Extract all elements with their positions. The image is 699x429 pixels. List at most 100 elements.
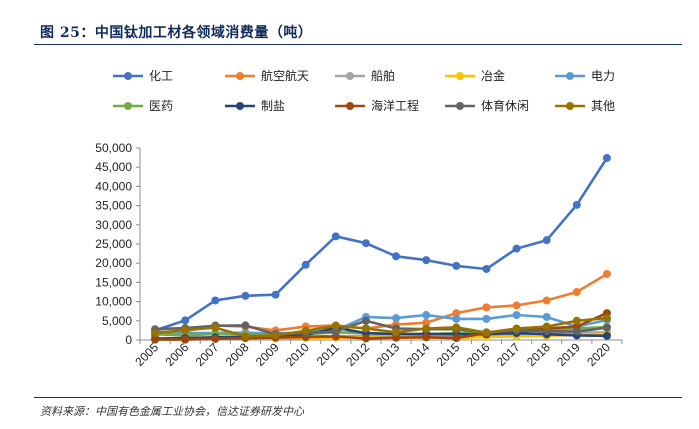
data-point — [361, 316, 370, 325]
legend-swatch-marker — [124, 72, 132, 80]
legend-label: 制盐 — [261, 99, 285, 113]
legend-item: 体育休闲 — [445, 98, 529, 113]
y-tick-label: 20,000 — [95, 256, 132, 270]
data-point — [361, 324, 370, 333]
y-tick-label: 10,000 — [95, 295, 132, 309]
legend-label: 航空航天 — [261, 68, 309, 83]
data-point — [542, 322, 551, 331]
x-tick-label: 2015 — [434, 340, 463, 369]
legend-swatch-marker — [236, 72, 244, 80]
legend-label: 冶金 — [481, 68, 505, 83]
x-tick-label: 2020 — [584, 340, 613, 369]
y-tick-label: 0 — [125, 333, 132, 347]
legend-swatch-marker — [456, 72, 464, 80]
legend-label: 其他 — [591, 99, 615, 113]
data-point — [572, 200, 581, 209]
data-point — [572, 316, 581, 325]
legend-item: 其他 — [555, 99, 615, 113]
title-divider — [34, 44, 682, 45]
data-point — [361, 239, 370, 248]
x-tick-label: 2008 — [223, 340, 252, 369]
data-point — [151, 329, 160, 338]
data-point — [241, 332, 250, 341]
legend-item: 电力 — [555, 69, 615, 83]
legend-swatch-marker — [566, 72, 574, 80]
data-point — [602, 269, 611, 278]
data-point — [211, 323, 220, 332]
series-化工 — [151, 153, 611, 335]
y-tick-label: 40,000 — [95, 179, 132, 193]
x-tick-label: 2017 — [494, 340, 523, 369]
legend-label: 医药 — [149, 99, 173, 113]
series-其他 — [151, 314, 611, 341]
legend-item: 化工 — [113, 69, 173, 83]
data-point — [542, 236, 551, 245]
data-point — [542, 312, 551, 321]
data-point — [271, 290, 280, 299]
y-tick-label: 45,000 — [95, 160, 132, 174]
data-point — [331, 327, 340, 336]
legend-label: 电力 — [591, 69, 615, 83]
legend-swatch-marker — [346, 102, 354, 110]
data-point — [512, 244, 521, 253]
figure-title: 图 25：中国钛加工材各领域消费量（吨） — [40, 25, 313, 41]
data-point — [572, 327, 581, 336]
data-point — [181, 326, 190, 335]
series-line — [154, 316, 608, 338]
series-line — [155, 326, 607, 340]
series-line — [155, 311, 608, 341]
data-point — [482, 328, 491, 337]
data-point — [241, 321, 250, 330]
data-point — [422, 311, 431, 320]
data-point — [241, 291, 250, 300]
x-tick-label: 2006 — [163, 340, 192, 369]
y-tick-label: 50,000 — [95, 141, 132, 155]
data-point — [392, 314, 401, 323]
data-point — [181, 316, 190, 325]
legend-item: 医药 — [113, 99, 173, 113]
y-tick-label: 15,000 — [95, 275, 132, 289]
data-point — [211, 334, 220, 343]
legend-label: 船舶 — [371, 68, 395, 83]
legend-swatch-marker — [456, 102, 464, 110]
data-point — [512, 301, 521, 310]
legend-label: 海洋工程 — [371, 98, 419, 113]
legend-item: 制盐 — [225, 99, 285, 113]
legend-swatch-marker — [346, 72, 354, 80]
x-tick-label: 2013 — [373, 340, 402, 369]
source-note: 资料来源：中国有色金属工业协会，信达证券研发中心 — [40, 405, 304, 418]
x-tick-label: 2016 — [464, 340, 493, 369]
data-point — [361, 334, 370, 343]
data-point — [482, 264, 491, 273]
data-point — [482, 303, 491, 312]
data-point — [452, 323, 461, 332]
data-point — [542, 296, 551, 305]
data-point — [572, 288, 581, 296]
x-tick-label: 2014 — [404, 340, 433, 369]
data-point — [512, 324, 521, 333]
series-line — [154, 157, 608, 332]
data-point — [271, 331, 280, 340]
series-layer — [151, 153, 611, 344]
data-point — [452, 314, 461, 323]
data-point — [602, 323, 611, 332]
x-tick-label: 2005 — [132, 340, 161, 369]
data-point — [452, 309, 461, 318]
data-point — [482, 314, 491, 323]
x-tick-label: 2012 — [343, 340, 372, 369]
data-point — [181, 335, 190, 344]
y-tick-label: 35,000 — [95, 199, 132, 213]
data-point — [452, 334, 461, 343]
data-point — [602, 314, 611, 323]
x-tick-label: 2010 — [283, 340, 312, 369]
source-divider — [34, 397, 682, 398]
legend-swatch-marker — [566, 102, 574, 110]
data-point — [392, 252, 401, 261]
x-tick-label: 2007 — [193, 340, 222, 369]
y-tick-label: 25,000 — [95, 237, 132, 251]
data-point — [602, 153, 611, 162]
data-point — [211, 296, 220, 305]
x-tick-label: 2011 — [314, 340, 342, 368]
